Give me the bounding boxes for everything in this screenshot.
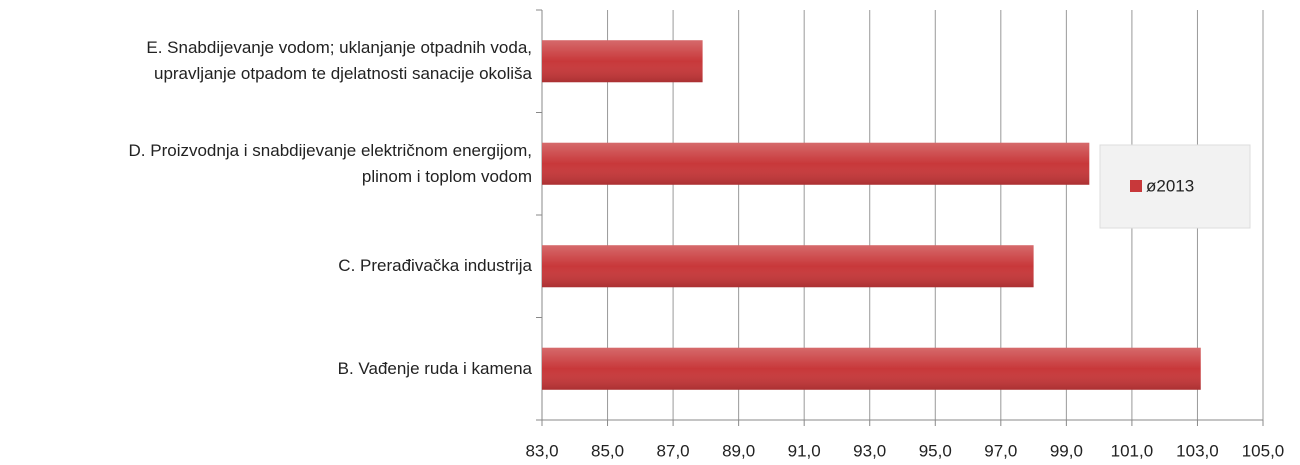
x-tick-label: 99,0	[1050, 441, 1083, 460]
x-tick-label: 105,0	[1242, 441, 1285, 460]
x-tick-label: 89,0	[722, 441, 755, 460]
x-tick-label: 101,0	[1111, 441, 1154, 460]
y-tick-label: D. Proizvodnja i snabdijevanje električn…	[128, 140, 532, 186]
bar-shine	[542, 40, 703, 83]
x-tick-label: 103,0	[1176, 441, 1219, 460]
legend-box	[1099, 144, 1251, 229]
legend-label: ø2013	[1146, 176, 1194, 195]
y-tick-label: B. Vađenje ruda i kamena	[337, 358, 532, 378]
x-tick-label: 93,0	[853, 441, 886, 460]
bar-shine	[542, 245, 1034, 288]
x-tick-label: 97,0	[984, 441, 1017, 460]
x-tick-label: 87,0	[657, 441, 690, 460]
x-tick-label: 83,0	[525, 441, 558, 460]
y-tick-label: E. Snabdijevanje vodom; uklanjanje otpad…	[146, 38, 532, 84]
bar-shine	[542, 347, 1201, 390]
x-tick-label: 95,0	[919, 441, 952, 460]
x-tick-label: 91,0	[788, 441, 821, 460]
bar-shine	[542, 142, 1090, 185]
x-tick-label: 85,0	[591, 441, 624, 460]
legend-swatch	[1130, 180, 1142, 192]
y-tick-label: C. Prerađivačka industrija	[338, 256, 532, 276]
